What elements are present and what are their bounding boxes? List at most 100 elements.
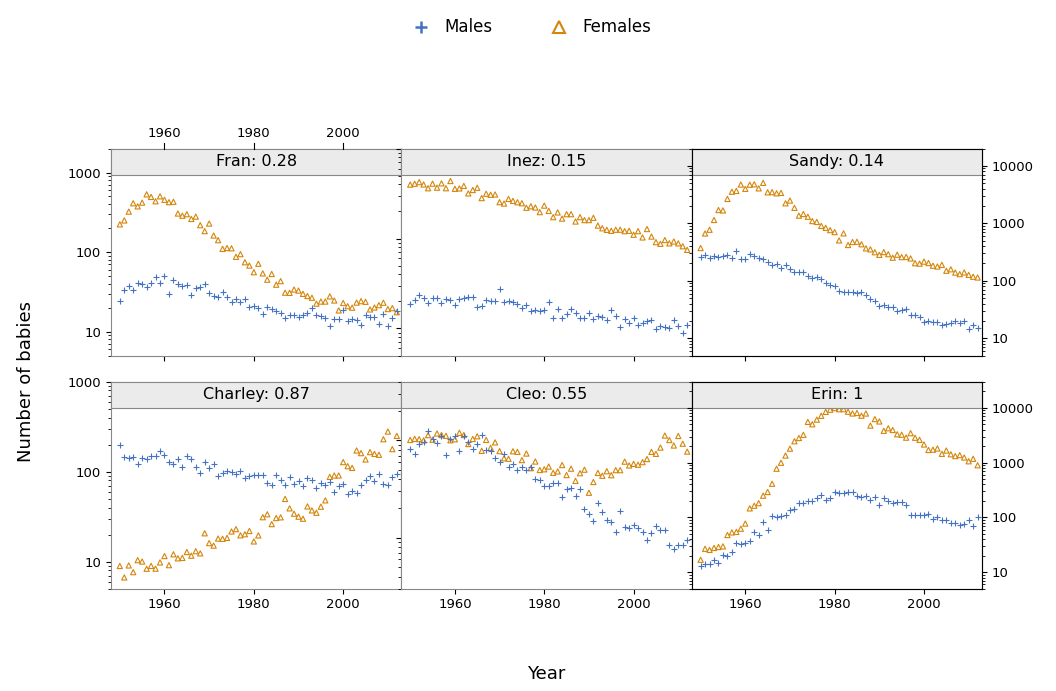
Point: [111, 560, 128, 571]
Point: [849, 490, 866, 501]
Point: [245, 536, 262, 547]
Point: [437, 182, 454, 193]
Point: [621, 225, 638, 236]
Point: [156, 449, 173, 460]
Point: [192, 467, 209, 478]
Point: [495, 448, 512, 460]
Point: [174, 210, 191, 221]
Point: [822, 280, 838, 291]
Point: [750, 498, 767, 509]
Point: [831, 235, 848, 246]
Point: [585, 212, 602, 223]
Point: [339, 489, 356, 500]
Point: [501, 193, 517, 205]
Point: [585, 477, 602, 488]
Point: [143, 451, 159, 462]
Point: [263, 303, 280, 314]
Point: [259, 302, 276, 313]
Point: [361, 312, 378, 323]
Point: [746, 179, 762, 190]
Point: [647, 236, 664, 247]
Point: [353, 319, 370, 330]
Point: [956, 315, 973, 326]
Point: [920, 258, 937, 269]
Point: [791, 210, 808, 221]
Point: [553, 491, 570, 502]
Point: [174, 552, 191, 563]
Point: [313, 501, 329, 512]
Point: [379, 303, 396, 314]
Point: [357, 475, 374, 486]
Point: [777, 509, 794, 520]
Point: [308, 298, 325, 309]
Point: [290, 312, 307, 323]
Point: [308, 507, 325, 518]
Point: [407, 448, 423, 460]
Point: [639, 453, 656, 464]
Point: [589, 310, 606, 321]
Point: [947, 451, 964, 462]
Point: [733, 523, 750, 534]
Point: [661, 435, 678, 446]
Point: [817, 278, 834, 289]
Point: [871, 499, 888, 510]
Point: [125, 284, 142, 295]
Point: [152, 445, 169, 456]
Point: [465, 443, 482, 454]
Point: [425, 293, 441, 304]
Point: [169, 553, 186, 564]
Point: [389, 468, 406, 480]
Point: [893, 252, 910, 263]
Point: [290, 285, 307, 296]
Point: [223, 243, 240, 254]
Point: [679, 446, 696, 457]
Point: [607, 527, 624, 538]
Point: [733, 253, 750, 264]
Point: [223, 296, 240, 307]
Point: [907, 310, 924, 321]
Point: [411, 439, 428, 450]
Point: [875, 247, 892, 258]
Point: [679, 245, 696, 256]
Point: [799, 417, 816, 428]
Point: [576, 312, 592, 323]
Point: [303, 474, 320, 485]
Point: [844, 287, 861, 298]
Point: [599, 466, 616, 477]
Point: [348, 297, 365, 308]
Point: [715, 541, 732, 552]
Point: [317, 495, 334, 506]
Point: [120, 206, 137, 217]
Point: [227, 252, 244, 263]
Point: [401, 435, 418, 446]
Point: [875, 299, 892, 310]
Point: [549, 477, 566, 489]
Point: [138, 563, 155, 574]
Point: [455, 293, 472, 304]
Point: [223, 526, 240, 537]
Point: [214, 243, 231, 254]
Point: [705, 214, 722, 225]
Point: [285, 479, 302, 490]
Point: [795, 429, 812, 440]
Point: [517, 464, 534, 475]
Point: [625, 458, 642, 469]
Text: 1980: 1980: [237, 127, 270, 140]
Point: [643, 446, 660, 457]
Point: [884, 252, 901, 263]
Point: [335, 457, 352, 468]
Point: [407, 294, 423, 305]
Point: [285, 508, 302, 519]
Point: [737, 183, 754, 194]
Point: [259, 509, 276, 520]
Point: [125, 198, 142, 209]
Point: [924, 444, 941, 455]
Point: [147, 451, 164, 462]
Point: [804, 216, 821, 227]
Point: [763, 478, 780, 489]
Point: [960, 456, 977, 467]
Point: [705, 250, 722, 261]
Point: [777, 450, 794, 461]
Point: [531, 464, 548, 475]
Point: [826, 486, 843, 497]
